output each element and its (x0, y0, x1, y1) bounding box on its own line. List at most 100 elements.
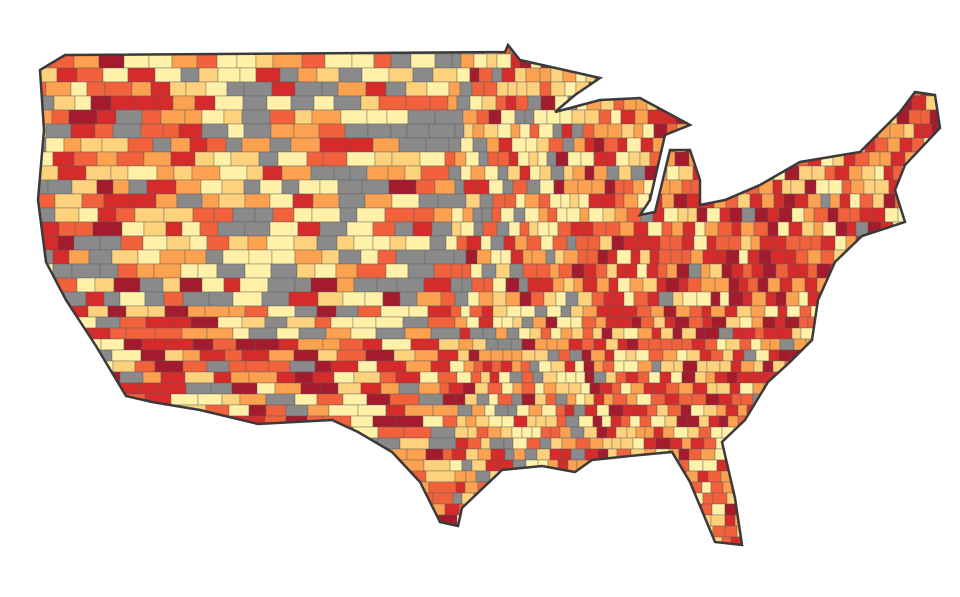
county (298, 327, 327, 340)
county (656, 404, 669, 417)
county (372, 235, 391, 251)
county (681, 179, 692, 195)
county (876, 360, 890, 373)
county (714, 109, 725, 125)
county (373, 53, 392, 69)
county (166, 415, 184, 428)
county (747, 249, 760, 265)
county (257, 448, 276, 461)
county (70, 492, 98, 505)
county (925, 151, 936, 167)
county (896, 371, 910, 384)
county (524, 193, 540, 209)
county (495, 95, 507, 111)
county (344, 481, 369, 494)
county (733, 470, 748, 483)
county (49, 316, 68, 329)
county (893, 503, 904, 516)
county (208, 291, 234, 307)
county (395, 415, 424, 428)
county (369, 536, 399, 545)
county (559, 109, 573, 125)
county (892, 291, 905, 307)
county (584, 404, 598, 417)
county (504, 536, 515, 545)
county (154, 360, 184, 373)
county (901, 327, 912, 340)
county (264, 316, 288, 329)
county (541, 559, 551, 570)
county (825, 349, 839, 362)
county (255, 53, 274, 69)
county (52, 349, 76, 362)
county (330, 316, 354, 329)
county (616, 263, 627, 279)
county (839, 548, 853, 559)
county (559, 426, 572, 439)
county (478, 151, 489, 167)
county (427, 316, 456, 329)
county (312, 45, 333, 55)
county (812, 327, 827, 340)
county (749, 525, 765, 538)
county (216, 53, 238, 69)
county (921, 349, 937, 362)
county (938, 221, 940, 237)
county (606, 263, 618, 279)
county (904, 393, 920, 406)
county (901, 179, 917, 195)
county (808, 404, 824, 417)
county (101, 459, 123, 472)
county (451, 53, 462, 69)
county (691, 393, 707, 406)
county (342, 393, 368, 406)
county (923, 536, 937, 545)
county (567, 459, 578, 472)
county (920, 470, 931, 483)
county (261, 291, 290, 307)
county (660, 338, 673, 351)
county (798, 137, 810, 153)
county (85, 165, 112, 181)
county (467, 437, 482, 450)
county (936, 437, 940, 450)
county (597, 548, 609, 559)
county (759, 95, 775, 111)
county (520, 360, 531, 373)
county (888, 470, 900, 483)
county (335, 492, 361, 505)
county (269, 109, 296, 125)
county (186, 470, 213, 483)
county (244, 437, 264, 450)
county (464, 481, 479, 494)
county (739, 53, 750, 69)
county (448, 165, 462, 181)
county (286, 437, 317, 450)
county (618, 53, 633, 69)
county (774, 536, 786, 545)
county (751, 263, 764, 279)
county (38, 503, 47, 516)
county (620, 481, 633, 494)
county (932, 316, 940, 329)
county (522, 470, 536, 483)
county (636, 393, 652, 406)
county (38, 109, 53, 125)
county (38, 277, 54, 293)
county (626, 426, 637, 439)
county (640, 53, 653, 69)
county (872, 316, 884, 329)
county (761, 437, 775, 450)
county (611, 525, 624, 538)
county (790, 179, 806, 195)
county (664, 481, 680, 494)
county (390, 481, 410, 494)
county (905, 536, 916, 545)
county (281, 525, 312, 538)
county (588, 193, 603, 209)
county (760, 338, 771, 351)
county (857, 437, 873, 450)
county (522, 45, 536, 55)
county (834, 45, 845, 55)
county (641, 470, 652, 483)
